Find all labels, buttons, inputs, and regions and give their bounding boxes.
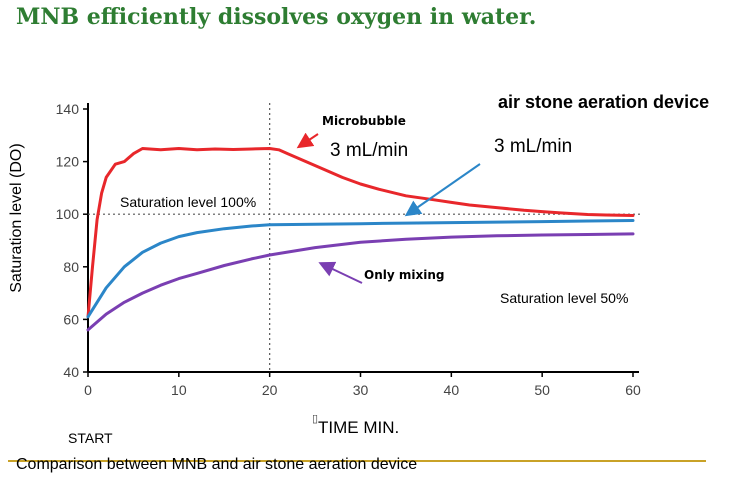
x-axis-label: TIME MIN.: [318, 418, 400, 437]
page-title: MNB efficiently dissolves oxygen in wate…: [16, 4, 537, 30]
y-tick-label: 120: [56, 154, 80, 170]
only-mixing-pointer-arrow: [318, 261, 363, 284]
y-tick-label: 80: [63, 259, 79, 275]
microbubble-label: Microbubble: [322, 114, 406, 128]
saturation-50-label: Saturation level 50%: [500, 290, 629, 306]
x-tick-label: 10: [171, 382, 187, 398]
x-tick-label: 50: [534, 382, 550, 398]
y-tick-label: 140: [56, 101, 80, 117]
y-tick-label: 100: [56, 206, 80, 222]
x-tick-label: 0: [84, 382, 92, 398]
x-axis-label-mark: ▯: [312, 413, 319, 425]
microbubble-pointer-arrow: [296, 132, 319, 149]
figure-caption: Comparison between MNB and air stone aer…: [16, 456, 418, 473]
microbubble-series-line: [86, 147, 635, 319]
mnb-flow-rate-label: 3 mL/min: [330, 140, 409, 161]
only-mixing-label: Only mixing: [364, 268, 445, 282]
air-stone-pointer-arrow: [404, 163, 481, 217]
x-tick-label: 20: [262, 382, 278, 398]
x-tick-label: 40: [444, 382, 460, 398]
y-tick-label: 40: [63, 364, 79, 380]
x-tick-label: 60: [625, 382, 641, 398]
x-tick-label: 30: [353, 382, 369, 398]
caption-rule: [8, 460, 706, 462]
air-stone-series-line: [86, 219, 635, 319]
y-tick-label: 60: [63, 311, 79, 327]
air-stone-label: air stone aeration device: [498, 92, 710, 112]
air-flow-rate-label: 3 mL/min: [494, 136, 573, 157]
y-axis-label: Saturation level (DO): [8, 143, 25, 293]
start-label: START: [68, 430, 113, 446]
only-mixing-series-line: [86, 232, 635, 332]
saturation-100-label: Saturation level 100%: [120, 194, 257, 210]
